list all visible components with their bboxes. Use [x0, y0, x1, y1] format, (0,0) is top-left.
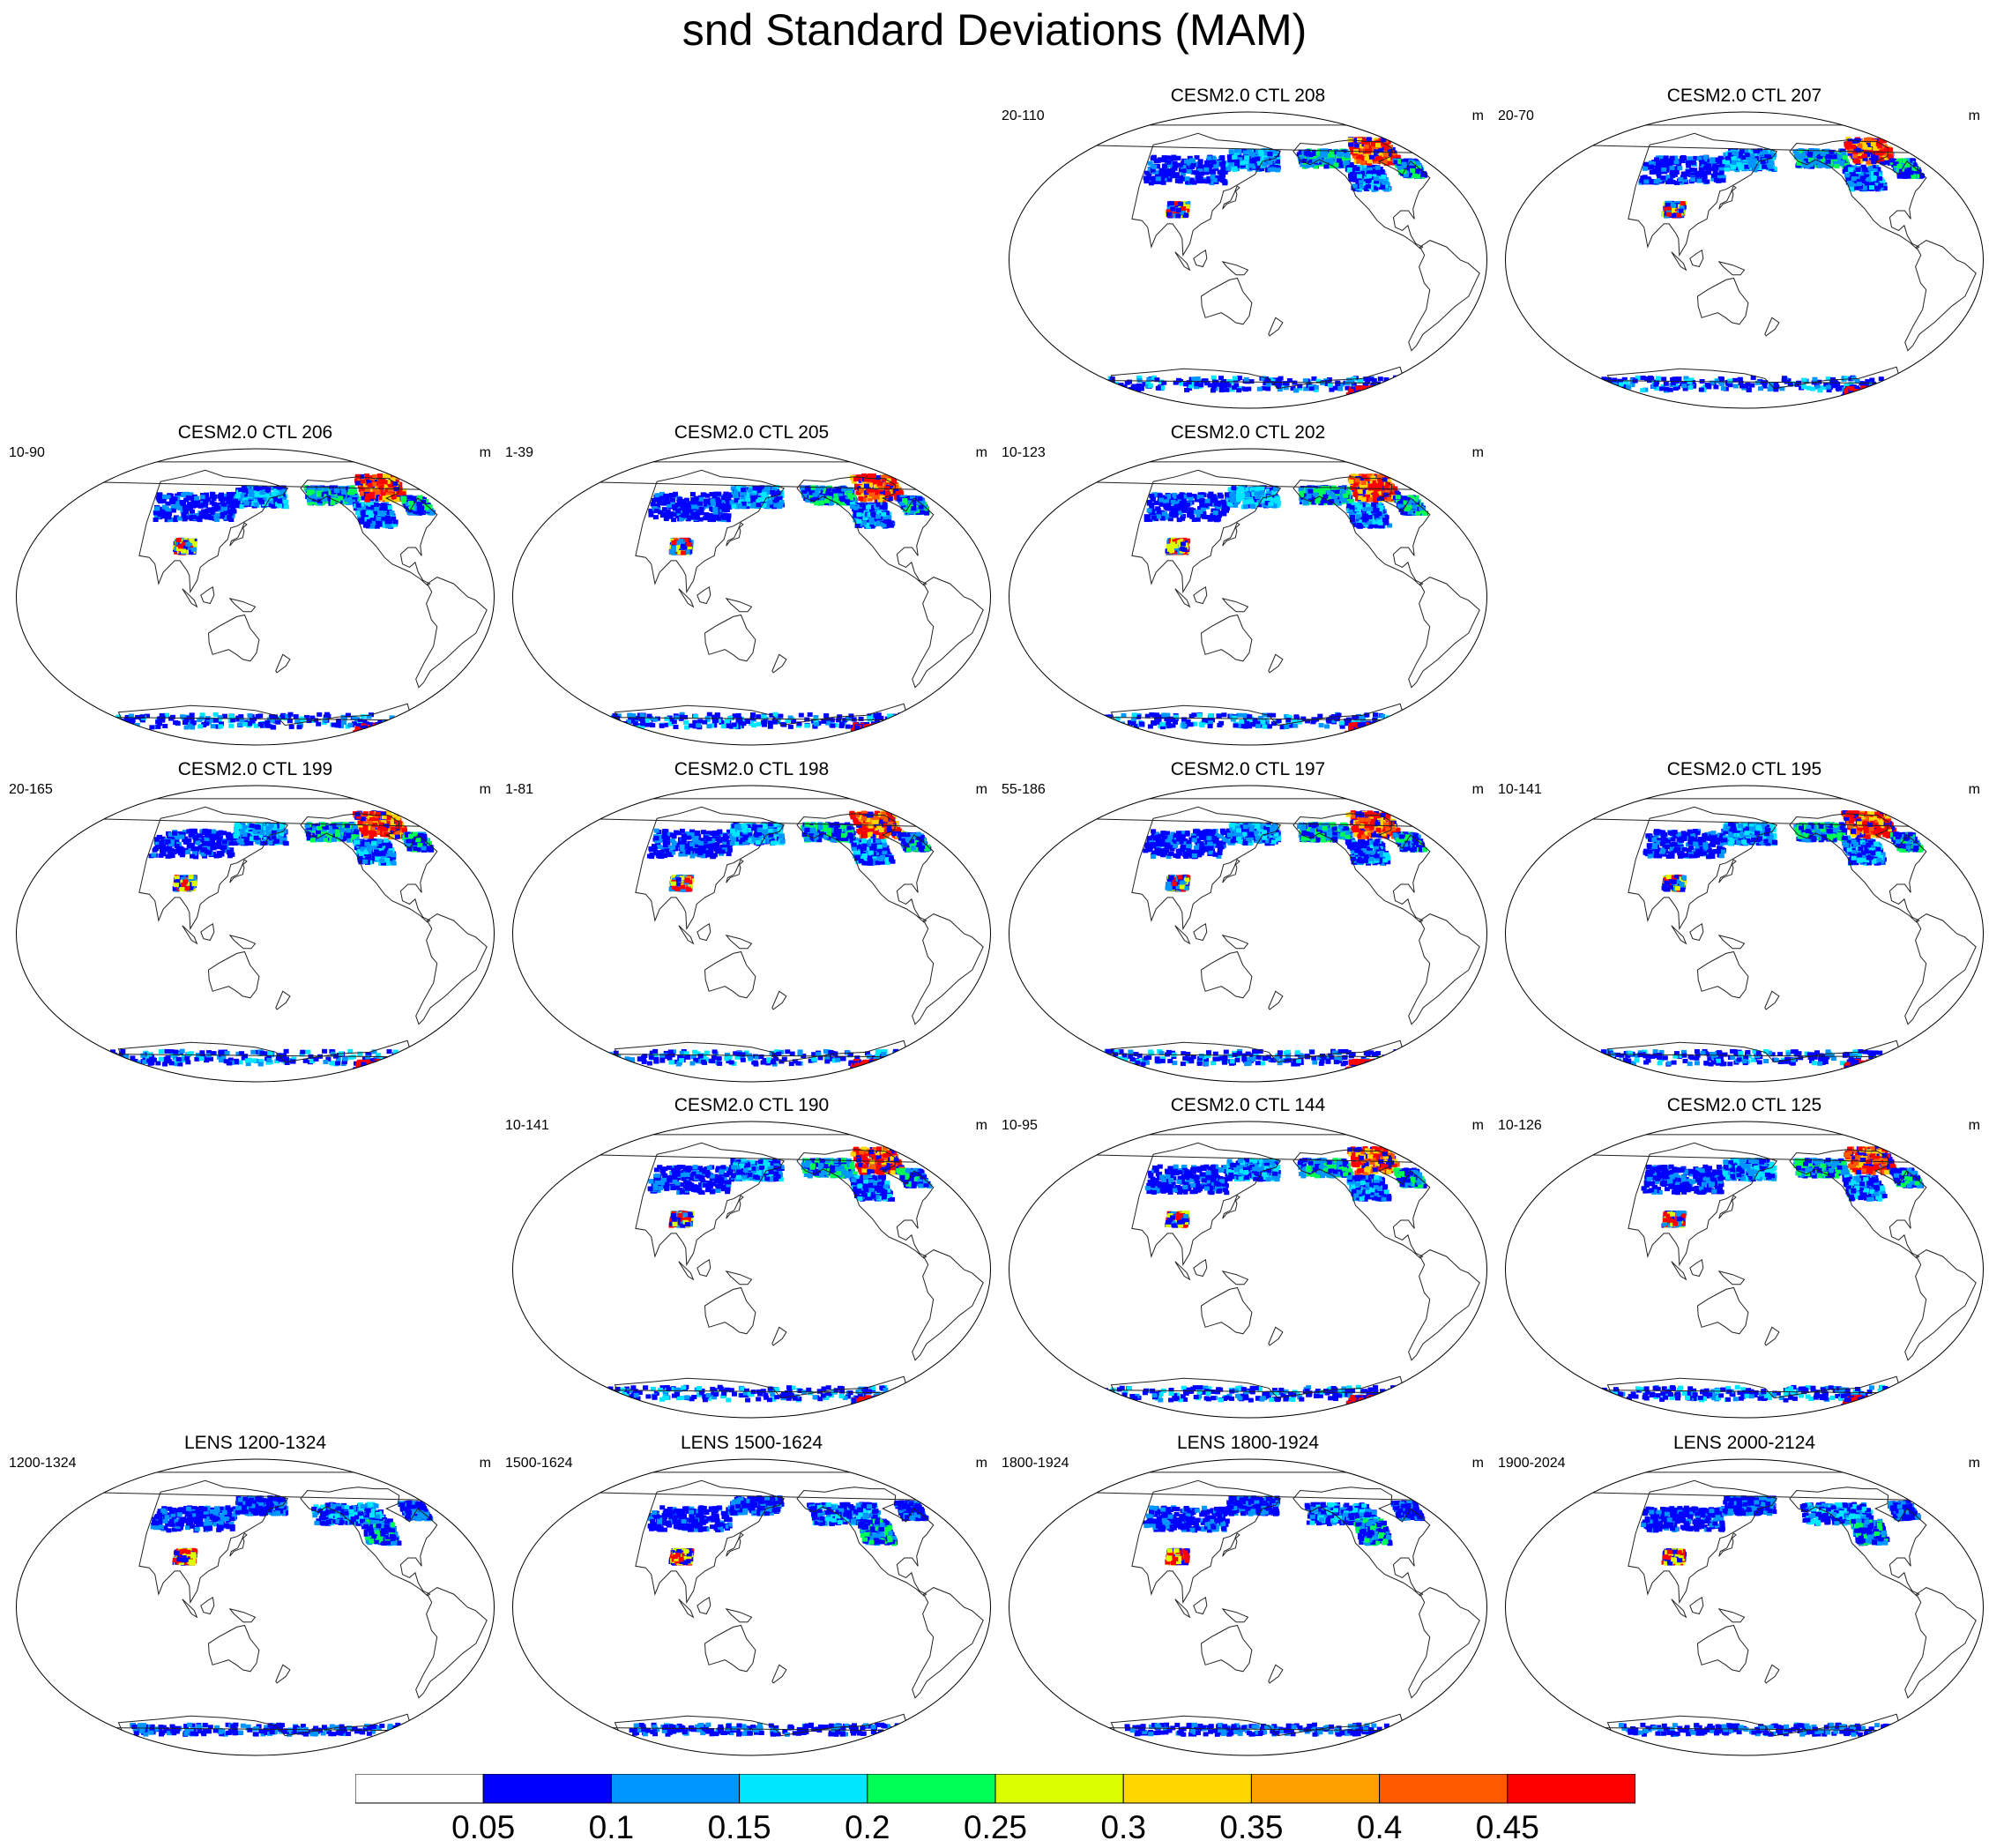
colorbar-swatch [868, 1774, 995, 1803]
panel-title: CESM2.0 CTL 197 [1000, 758, 1496, 781]
panel-title: CESM2.0 CTL 198 [503, 758, 1000, 781]
colorbar-swatch [483, 1774, 611, 1803]
colorbar-tick-label: 0.05 [451, 1809, 515, 1846]
colorbar-tick-label: 0.1 [589, 1809, 634, 1846]
map-plot [1496, 1117, 1989, 1422]
panel-title: CESM2.0 CTL 202 [1000, 421, 1496, 444]
map-plot [503, 781, 1000, 1086]
colorbar-labels: 0.05 0.1 0.15 0.2 0.25 0.3 0.35 0.4 0.45 [0, 1809, 1989, 1848]
map-plot [503, 1455, 1000, 1760]
map-plot [7, 1455, 503, 1760]
colorbar-swatch [611, 1774, 739, 1803]
panel-title: CESM2.0 CTL 144 [1000, 1094, 1496, 1117]
map-plot [7, 444, 503, 749]
colorbar-swatch [1380, 1774, 1508, 1803]
colorbar [355, 1774, 1635, 1804]
map-plot [1496, 781, 1989, 1086]
colorbar-swatch [1508, 1774, 1635, 1803]
panel-title: LENS 1200-1324 [7, 1432, 503, 1455]
colorbar-swatch [740, 1774, 868, 1803]
map-plot [1000, 444, 1496, 749]
map-plot [503, 444, 1000, 749]
map-plot [503, 1117, 1000, 1422]
colorbar-tick-label: 0.35 [1219, 1809, 1283, 1846]
panel-title: LENS 2000-2124 [1496, 1432, 1989, 1455]
map-plot [1000, 781, 1496, 1086]
panel-title: CESM2.0 CTL 125 [1496, 1094, 1989, 1117]
colorbar-tick-label: 0.3 [1100, 1809, 1145, 1846]
panel-title: CESM2.0 CTL 190 [503, 1094, 1000, 1117]
panel-title: CESM2.0 CTL 195 [1496, 758, 1989, 781]
panel-title: CESM2.0 CTL 199 [7, 758, 503, 781]
map-plot [1000, 1117, 1496, 1422]
colorbar-swatch [355, 1774, 483, 1803]
colorbar-swatch [1123, 1774, 1251, 1803]
map-plot [7, 781, 503, 1086]
colorbar-tick-label: 0.15 [708, 1809, 771, 1846]
panel-title: CESM2.0 CTL 205 [503, 421, 1000, 444]
colorbar-tick-label: 0.25 [964, 1809, 1027, 1846]
map-plot [1496, 1455, 1989, 1760]
colorbar-tick-label: 0.45 [1476, 1809, 1539, 1846]
colorbar-tick-label: 0.2 [845, 1809, 890, 1846]
map-plot [1000, 1455, 1496, 1760]
panel-title: CESM2.0 CTL 206 [7, 421, 503, 444]
colorbar-swatch [995, 1774, 1123, 1803]
map-plot [1496, 108, 1989, 413]
panel-title: LENS 1500-1624 [503, 1432, 1000, 1455]
colorbar-swatch [1251, 1774, 1379, 1803]
colorbar-tick-label: 0.4 [1357, 1809, 1402, 1846]
panel-title: LENS 1800-1924 [1000, 1432, 1496, 1455]
figure-title: snd Standard Deviations (MAM) [0, 2, 1989, 58]
panel-title: CESM2.0 CTL 208 [1000, 85, 1496, 108]
map-plot [1000, 108, 1496, 413]
panel-title: CESM2.0 CTL 207 [1496, 85, 1989, 108]
